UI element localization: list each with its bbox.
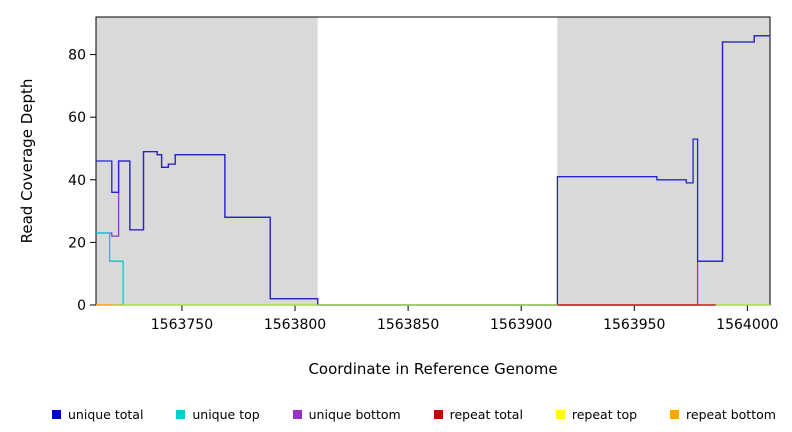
svg-text:20: 20: [68, 235, 86, 251]
legend-swatch-unique-bottom: [292, 410, 302, 419]
legend-item-unique-total: unique total: [52, 407, 143, 422]
svg-text:80: 80: [68, 48, 86, 64]
shaded-regions: [96, 17, 770, 305]
y-axis: 0 20 40 60 80: [68, 48, 96, 314]
legend-item-repeat-top: repeat top: [555, 407, 638, 422]
legend-item-unique-bottom: unique bottom: [292, 407, 401, 422]
x-axis-label: Coordinate in Reference Genome: [308, 360, 558, 378]
legend-swatch-repeat-bottom: [670, 410, 680, 419]
legend-swatch-unique-total: [52, 410, 61, 419]
legend: unique total unique top unique bottom re…: [0, 407, 792, 422]
legend-swatch-unique-top: [176, 410, 186, 419]
legend-swatch-repeat-total: [433, 410, 443, 419]
legend-label-repeat-bottom: repeat bottom: [686, 407, 776, 422]
svg-text:1564000: 1564000: [716, 317, 778, 333]
svg-text:1563850: 1563850: [377, 317, 439, 333]
legend-item-repeat-total: repeat total: [433, 407, 523, 422]
svg-text:0: 0: [77, 298, 86, 314]
legend-label-unique-bottom: unique bottom: [308, 407, 401, 422]
x-axis: 1563750 1563800 1563850 1563900 1563950 15640…: [151, 305, 779, 333]
svg-text:40: 40: [68, 173, 86, 189]
svg-text:60: 60: [68, 110, 86, 126]
legend-item-repeat-bottom: repeat bottom: [670, 407, 776, 422]
legend-label-unique-total: unique total: [68, 407, 144, 422]
legend-label-repeat-total: repeat total: [449, 407, 523, 422]
svg-text:1563950: 1563950: [603, 317, 665, 333]
svg-text:1563900: 1563900: [490, 317, 552, 333]
legend-label-unique-top: unique top: [192, 407, 260, 422]
svg-text:1563750: 1563750: [151, 317, 213, 333]
legend-item-unique-top: unique top: [176, 407, 260, 422]
legend-label-repeat-top: repeat top: [571, 407, 638, 422]
legend-swatch-repeat-top: [555, 410, 565, 419]
series-lines: [96, 35, 770, 306]
y-axis-label: Read Coverage Depth: [18, 78, 36, 244]
svg-text:1563800: 1563800: [264, 317, 326, 333]
